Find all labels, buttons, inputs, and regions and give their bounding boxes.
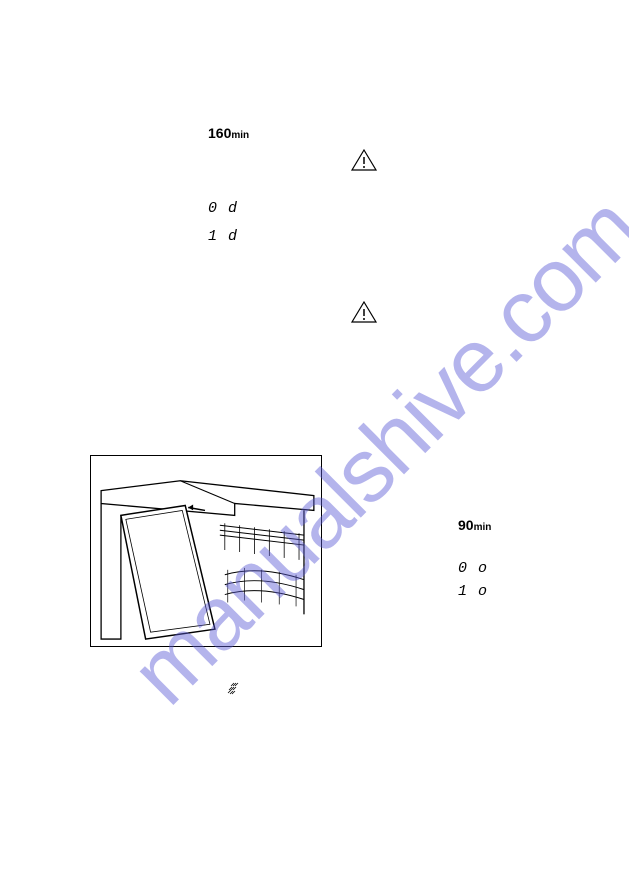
display-code-0d: 0 d [208, 200, 238, 217]
time-unit-90: min [474, 522, 492, 533]
time-unit-160: min [231, 130, 249, 141]
warning-icon [350, 300, 378, 324]
detergent-icon [225, 678, 243, 701]
display-code-1d: 1 d [208, 228, 238, 245]
time-label-160: 160min [208, 125, 249, 141]
time-value-90: 90 [458, 517, 474, 533]
dishwasher-diagram [90, 455, 322, 647]
time-value-160: 160 [208, 125, 231, 141]
warning-icon [350, 148, 378, 172]
display-code-0o: 0 o [458, 560, 488, 577]
time-label-90: 90min [458, 517, 491, 533]
display-code-1o: 1 o [458, 583, 488, 600]
